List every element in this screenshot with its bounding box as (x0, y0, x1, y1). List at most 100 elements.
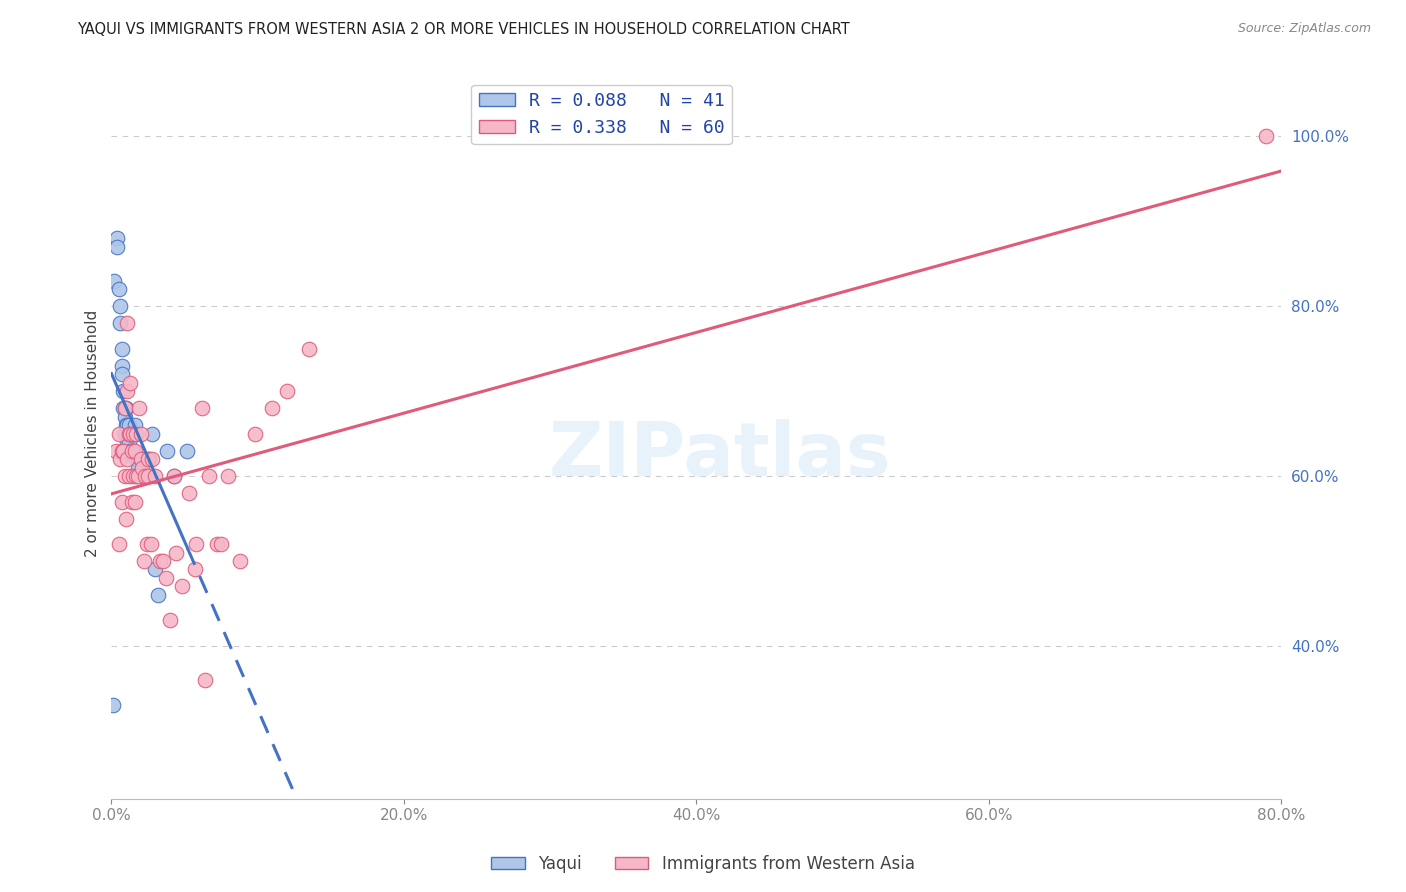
Point (136, 452, 159, 467)
Point (105, 240, 128, 254)
Point (156, 443, 179, 458)
Point (117, 418, 139, 433)
Point (209, 537, 232, 551)
Point (121, 443, 143, 458)
Legend: Yaqui, Immigrants from Western Asia: Yaqui, Immigrants from Western Asia (485, 848, 921, 880)
Point (128, 401, 150, 416)
Point (107, 282, 129, 296)
Point (121, 426, 143, 441)
Point (139, 537, 162, 551)
Text: YAQUI VS IMMIGRANTS FROM WESTERN ASIA 2 OR MORE VEHICLES IN HOUSEHOLD CORRELATIO: YAQUI VS IMMIGRANTS FROM WESTERN ASIA 2 … (77, 22, 851, 37)
Point (124, 494, 146, 508)
Point (107, 426, 129, 441)
Point (143, 469, 166, 483)
Point (125, 469, 148, 483)
Point (148, 588, 170, 602)
Point (149, 554, 172, 568)
Point (262, 401, 284, 416)
Point (105, 231, 128, 245)
Point (115, 418, 138, 433)
Point (159, 614, 181, 628)
Point (135, 469, 157, 483)
Point (124, 443, 146, 458)
Point (298, 342, 321, 356)
Point (165, 545, 187, 559)
Point (117, 316, 139, 330)
Point (115, 511, 138, 525)
Point (125, 452, 148, 467)
Point (117, 452, 139, 467)
Point (131, 469, 153, 483)
Point (120, 426, 142, 441)
Point (111, 494, 134, 508)
Point (111, 443, 134, 458)
Point (127, 452, 149, 467)
Point (125, 426, 148, 441)
Y-axis label: 2 or more Vehicles in Household: 2 or more Vehicles in Household (86, 310, 100, 558)
Point (120, 443, 142, 458)
Point (138, 452, 160, 467)
Point (103, 274, 125, 288)
Point (129, 426, 152, 441)
Point (198, 469, 221, 483)
Point (131, 460, 153, 475)
Point (114, 426, 136, 441)
Point (108, 452, 131, 467)
Text: Source: ZipAtlas.com: Source: ZipAtlas.com (1237, 22, 1371, 36)
Point (114, 469, 136, 483)
Point (108, 316, 131, 330)
Point (111, 359, 134, 373)
Point (120, 426, 142, 441)
Point (122, 426, 145, 441)
Point (176, 443, 198, 458)
Legend: R = 0.088   N = 41, R = 0.338   N = 60: R = 0.088 N = 41, R = 0.338 N = 60 (471, 85, 733, 145)
Point (114, 401, 136, 416)
Point (135, 537, 157, 551)
Point (111, 368, 134, 382)
Point (122, 443, 145, 458)
Point (118, 426, 141, 441)
Point (127, 460, 149, 475)
Point (170, 579, 193, 593)
Point (124, 418, 146, 433)
Point (112, 401, 135, 416)
Point (186, 537, 208, 551)
Point (152, 554, 174, 568)
Point (117, 435, 139, 450)
Point (101, 698, 124, 713)
Point (112, 384, 135, 399)
Point (117, 384, 139, 399)
Point (108, 299, 131, 313)
Point (229, 554, 252, 568)
Point (132, 554, 155, 568)
Point (129, 452, 152, 467)
Point (205, 537, 228, 551)
Point (115, 401, 138, 416)
Text: ZIPatlas: ZIPatlas (548, 419, 891, 492)
Point (217, 469, 239, 483)
Point (243, 426, 266, 441)
Point (129, 452, 152, 467)
Point (141, 426, 163, 441)
Point (136, 469, 159, 483)
Point (155, 571, 177, 585)
Point (120, 376, 142, 390)
Point (122, 469, 145, 483)
Point (122, 426, 145, 441)
Point (112, 443, 135, 458)
Point (276, 384, 298, 399)
Point (127, 469, 149, 483)
Point (118, 469, 141, 483)
Point (163, 469, 186, 483)
Point (104, 443, 127, 458)
Point (121, 494, 143, 508)
Point (118, 435, 141, 450)
Point (184, 562, 207, 576)
Point (177, 486, 200, 500)
Point (114, 401, 136, 416)
Point (191, 401, 214, 416)
Point (107, 537, 129, 551)
Point (118, 418, 141, 433)
Point (121, 443, 143, 458)
Point (141, 452, 163, 467)
